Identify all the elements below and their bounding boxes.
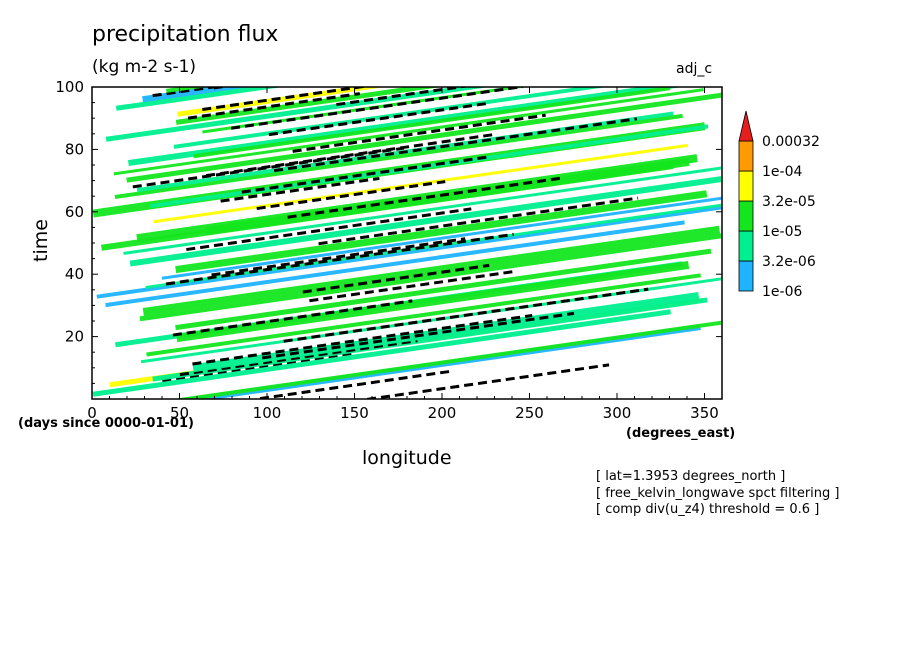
colorbar-segment xyxy=(738,260,754,292)
y-tick-label: 80 xyxy=(65,140,84,158)
threshold-contour xyxy=(185,30,410,62)
x-tick-label: 300 xyxy=(603,404,632,422)
precip-streak xyxy=(166,87,208,93)
precip-streak xyxy=(105,87,490,142)
threshold-contour xyxy=(192,314,533,366)
colorbar-label: 1e-06 xyxy=(762,284,802,300)
x-tick-label: 50 xyxy=(170,404,189,422)
threshold-contour xyxy=(152,87,224,98)
precip-streak xyxy=(175,190,708,274)
precip-streak xyxy=(113,88,704,176)
threshold-contour xyxy=(172,299,413,337)
y-tick-label: 20 xyxy=(65,328,84,346)
x-tick-label: 200 xyxy=(428,404,457,422)
precip-streak xyxy=(206,6,676,73)
chart-units: (kg m-2 s-1) xyxy=(92,57,197,77)
threshold-contour xyxy=(283,287,649,343)
x-tick-label: 250 xyxy=(515,404,544,422)
precip-streak xyxy=(153,143,689,224)
colorbar-segment xyxy=(738,200,754,232)
threshold-contour xyxy=(309,269,518,303)
threshold-contour xyxy=(256,180,446,211)
colorbar-segment xyxy=(738,170,754,202)
colorbar-label: 3.2e-05 xyxy=(762,194,816,210)
threshold-contour xyxy=(230,87,524,130)
precip-streak xyxy=(142,225,721,316)
y-tick-label: 60 xyxy=(65,203,84,221)
colorbar-label: 1e-05 xyxy=(762,224,802,240)
threshold-contour xyxy=(123,23,354,56)
precip-streak xyxy=(129,175,722,267)
precip-streak xyxy=(161,196,722,280)
threshold-contour xyxy=(292,113,546,153)
threshold-contour xyxy=(287,176,564,219)
precip-streak xyxy=(92,309,672,397)
precip-streak xyxy=(176,261,690,343)
x-tick-label: 350 xyxy=(690,404,719,422)
y-tick-label: 40 xyxy=(65,265,84,283)
threshold-contour xyxy=(302,263,490,294)
threshold-contour xyxy=(161,351,356,382)
precip-streak xyxy=(205,157,690,235)
note-latitude: [ lat=1.3953 degrees_north ] xyxy=(596,469,786,484)
precip-streak xyxy=(152,297,708,382)
precip-streak xyxy=(172,320,722,399)
threshold-contour xyxy=(262,311,575,360)
threshold-contour xyxy=(187,92,361,120)
x-axis-units: (degrees_east) xyxy=(626,426,736,441)
precip-streak xyxy=(173,87,608,149)
precip-streak xyxy=(123,166,722,255)
y-axis-units: (days since 0000-01-01) xyxy=(18,416,194,431)
precip-streak xyxy=(175,248,712,331)
threshold-contour xyxy=(205,132,495,178)
threshold-contour xyxy=(336,87,470,107)
x-tick-label: 100 xyxy=(253,404,282,422)
threshold-contour xyxy=(186,207,472,252)
threshold-contour xyxy=(318,196,639,246)
dataset-tag: adj_c xyxy=(676,61,713,77)
threshold-contour xyxy=(165,232,514,286)
precip-streak xyxy=(127,87,683,167)
precip-streak xyxy=(124,0,690,66)
threshold-contour xyxy=(211,237,466,277)
chart-title: precipitation flux xyxy=(92,22,279,47)
threshold-contour xyxy=(213,87,231,90)
colorbar-segment xyxy=(738,230,754,262)
precip-streak xyxy=(175,87,442,125)
threshold-contour xyxy=(179,339,418,377)
colorbar-extend-arrow xyxy=(738,110,754,142)
threshold-contour xyxy=(220,176,380,203)
precip-streak xyxy=(115,87,283,111)
precip-streak xyxy=(114,113,683,199)
colorbar-label: 3.2e-06 xyxy=(762,254,816,270)
precip-streak xyxy=(105,220,685,308)
colorbar-segment xyxy=(738,140,754,172)
precip-streak xyxy=(126,92,722,183)
note-threshold: [ comp div(u_z4) threshold = 0.6 ] xyxy=(596,502,820,517)
precip-streak xyxy=(96,205,722,299)
threshold-contour xyxy=(273,117,638,173)
precip-streak xyxy=(193,87,671,159)
x-tick-label: 150 xyxy=(340,404,369,422)
x-axis-label: longitude xyxy=(362,447,452,469)
x-tick-label: 0 xyxy=(87,404,97,422)
threshold-contour xyxy=(359,363,610,399)
colorbar-label: 1e-04 xyxy=(762,164,802,180)
threshold-contour xyxy=(332,24,701,77)
note-filtering: [ free_kelvin_longwave spct filtering ] xyxy=(596,486,840,501)
precip-streak xyxy=(98,0,709,81)
precip-streak xyxy=(169,0,685,59)
threshold-contour xyxy=(268,101,489,137)
threshold-contour xyxy=(259,370,450,399)
threshold-contour xyxy=(202,87,371,111)
precip-streak xyxy=(139,233,722,322)
precip-streak xyxy=(146,273,701,357)
y-tick-label: 100 xyxy=(55,78,84,96)
colorbar-label: 0.00032 xyxy=(762,134,820,150)
y-axis-label: time xyxy=(30,219,52,262)
